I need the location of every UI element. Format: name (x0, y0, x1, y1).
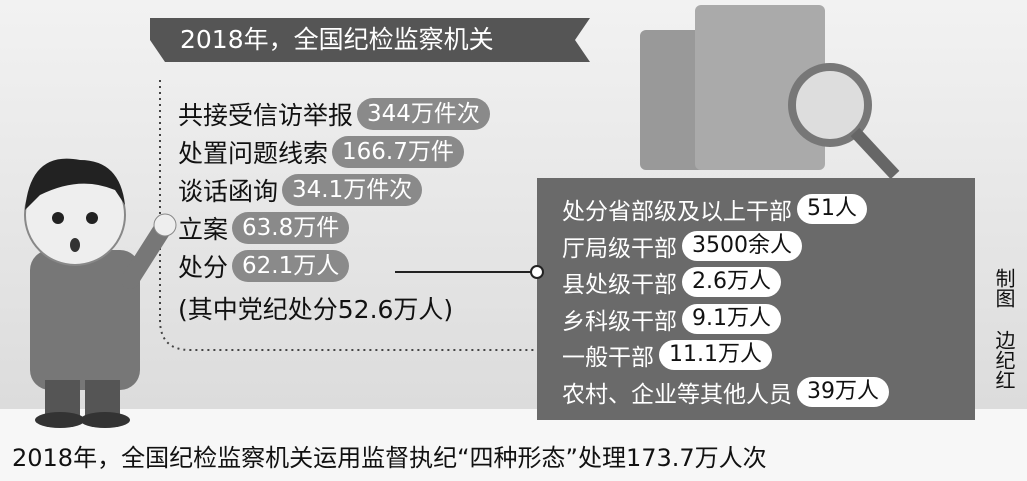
item-label: 处分 (178, 248, 228, 284)
caption: 2018年，全国纪检监察机关运用监督执纪“四种形态”处理173.7万人次 (12, 438, 767, 473)
item-label: 农村、企业等其他人员 (562, 375, 792, 409)
item-label: 共接受信访举报 (178, 96, 353, 132)
item-value: 3500余人 (682, 231, 802, 261)
item-value: 51人 (797, 194, 867, 224)
magnifier-handle (855, 132, 895, 175)
item-value: 166.7万件 (332, 136, 464, 168)
page: 2018年，全国纪检监察机关 共接受信访举报344万件次处置问题线索166.7万… (0, 0, 1027, 481)
artwork (0, 0, 1027, 481)
item-value: 62.1万人 (232, 250, 349, 282)
connector-dot (531, 266, 543, 278)
character (25, 159, 176, 428)
item-label: 厅局级干部 (562, 229, 677, 263)
item-value: 63.8万件 (232, 212, 349, 244)
title: 2018年，全国纪检监察机关 (180, 22, 494, 58)
item-value: 34.1万件次 (282, 174, 422, 206)
item-label: 处置问题线索 (178, 134, 328, 170)
item-label: 处分省部级及以上干部 (562, 192, 792, 226)
item-value: 11.1万人 (659, 340, 772, 370)
item-label: 立案 (178, 210, 228, 246)
note: (其中党纪处分52.6万人) (178, 290, 453, 326)
item-value: 2.6万人 (682, 267, 781, 297)
credit-line: 制图 (990, 268, 1019, 308)
item-label: 谈话函询 (178, 172, 278, 208)
credit: 制图边纪红 (990, 268, 1019, 390)
item-value: 9.1万人 (682, 304, 781, 334)
item-value: 344万件次 (357, 98, 490, 130)
item-value: 39万人 (797, 377, 889, 407)
item-label: 乡科级干部 (562, 302, 677, 336)
item-label: 一般干部 (562, 338, 654, 372)
credit-line: 边纪红 (990, 330, 1019, 390)
item-label: 县处级干部 (562, 265, 677, 299)
